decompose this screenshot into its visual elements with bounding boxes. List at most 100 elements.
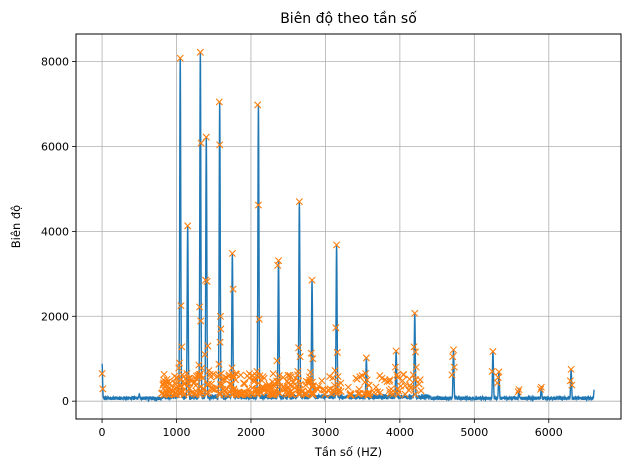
peak-marker-stroke xyxy=(344,383,352,391)
peak-marker xyxy=(411,309,419,317)
peak-marker-stroke xyxy=(228,249,236,258)
peak-marker xyxy=(333,348,341,356)
peak-marker xyxy=(202,133,210,141)
peak-marker xyxy=(219,375,227,384)
peak-marker-stroke xyxy=(273,378,282,386)
peak-marker-stroke xyxy=(255,315,263,323)
chart-title: Biên độ theo tần số xyxy=(280,10,417,27)
peak-marker xyxy=(279,373,287,382)
peak-marker xyxy=(98,369,106,378)
peak-marker xyxy=(99,385,107,393)
peak-marker-stroke xyxy=(318,377,326,385)
peak-marker xyxy=(344,383,352,391)
peak-marker-stroke xyxy=(358,372,366,380)
peak-marker-stroke xyxy=(309,355,317,363)
peak-marker xyxy=(332,324,340,332)
peak-marker-stroke xyxy=(363,376,371,384)
peak-marker xyxy=(244,385,253,393)
peak-marker xyxy=(178,343,186,351)
peak-marker xyxy=(228,364,236,372)
peak-marker xyxy=(179,388,187,396)
peak-marker-stroke xyxy=(198,364,206,372)
peak-marker-stroke xyxy=(185,389,193,398)
peak-marker-stroke xyxy=(205,367,213,375)
peak-marker xyxy=(204,380,212,388)
peak-marker-stroke xyxy=(212,384,221,392)
peak-marker-stroke xyxy=(275,372,283,380)
peak-marker xyxy=(372,383,380,391)
peak-marker-stroke xyxy=(183,369,191,378)
peak-marker xyxy=(364,389,372,397)
peak-marker xyxy=(196,303,204,311)
peak-marker-stroke xyxy=(203,277,211,286)
peak-marker xyxy=(257,389,265,397)
peak-marker-stroke xyxy=(162,380,170,389)
peak-marker-stroke xyxy=(196,303,204,311)
peak-marker xyxy=(416,376,424,384)
peak-marker-stroke xyxy=(296,353,304,361)
peak-marker-stroke xyxy=(568,381,576,389)
peak-marker xyxy=(331,367,339,375)
peak-marker xyxy=(353,375,361,383)
peak-marker-stroke xyxy=(355,385,363,393)
peak-marker-stroke xyxy=(232,391,240,399)
peak-marker-stroke xyxy=(305,376,314,384)
peak-marker xyxy=(215,389,224,397)
peak-marker-stroke xyxy=(381,376,389,384)
peak-marker xyxy=(385,377,393,385)
x-axis-label: Tần số (HZ) xyxy=(314,445,382,459)
peak-marker xyxy=(196,48,204,56)
peak-marker-stroke xyxy=(220,375,228,383)
x-tick-label: 4000 xyxy=(386,426,414,439)
peak-marker-stroke xyxy=(450,363,458,371)
peak-marker-stroke xyxy=(216,380,225,389)
peak-marker xyxy=(291,374,300,382)
peak-marker-stroke xyxy=(269,370,277,378)
peak-marker xyxy=(276,383,284,391)
peak-marker-stroke xyxy=(243,372,251,380)
peak-marker xyxy=(412,363,420,371)
peak-marker-stroke xyxy=(257,389,265,397)
peak-marker-stroke xyxy=(300,390,308,398)
peak-marker xyxy=(250,378,258,386)
peak-marker xyxy=(205,367,213,375)
peak-marker xyxy=(363,376,371,384)
peak-marker-stroke xyxy=(250,378,258,386)
peak-marker-stroke xyxy=(178,371,187,379)
peak-marker-stroke xyxy=(99,385,107,393)
peak-marker xyxy=(401,382,409,390)
peak-marker-stroke xyxy=(334,372,342,381)
peak-marker-stroke xyxy=(216,312,225,320)
peak-marker xyxy=(378,374,386,382)
peak-marker-stroke xyxy=(213,372,221,380)
peak-marker-stroke xyxy=(254,101,262,109)
peak-marker xyxy=(305,376,314,384)
peak-marker xyxy=(196,390,204,398)
peak-marker-stroke xyxy=(204,380,212,388)
peak-marker xyxy=(407,384,415,392)
peak-marker-stroke xyxy=(215,389,224,397)
peak-marker-stroke xyxy=(221,386,229,394)
peak-marker-stroke xyxy=(365,381,373,389)
peak-marker xyxy=(376,388,384,397)
peak-marker xyxy=(241,380,249,388)
peak-marker xyxy=(300,390,308,398)
peak-marker-stroke xyxy=(223,390,231,399)
peak-marker xyxy=(308,276,316,284)
peak-marker-stroke xyxy=(208,385,216,393)
peak-marker xyxy=(204,342,212,350)
peak-marker-stroke xyxy=(378,374,386,382)
peak-marker-stroke xyxy=(326,385,334,393)
peak-marker-stroke xyxy=(398,377,407,385)
peak-marker xyxy=(176,54,184,62)
peak-marker xyxy=(334,372,342,381)
peak-marker-stroke xyxy=(163,390,171,398)
peak-marker-stroke xyxy=(393,371,401,379)
peak-marker-stroke xyxy=(361,390,370,398)
peak-marker-stroke xyxy=(241,380,249,388)
peak-marker-stroke xyxy=(489,347,497,356)
peak-marker-stroke xyxy=(365,391,373,399)
peak-marker-stroke xyxy=(409,371,417,379)
peak-marker xyxy=(449,346,458,354)
peak-marker-stroke xyxy=(217,325,225,333)
